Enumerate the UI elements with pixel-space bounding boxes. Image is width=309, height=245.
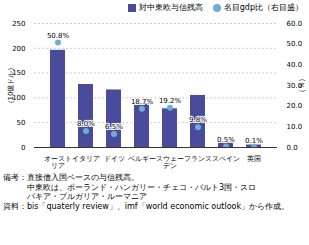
- svg-text:30.0: 30.0: [286, 81, 303, 90]
- html-text:備考：直接借入国ベースの与信残高。: 備考：直接借入国ベースの与信残高。: [3, 173, 139, 182]
- svg-text:18.7%: 18.7%: [131, 98, 154, 106]
- svg-text:50.0: 50.0: [287, 40, 303, 48]
- svg-text:6.5%: 6.5%: [105, 123, 123, 131]
- svg-text:40.0: 40.0: [287, 61, 303, 69]
- svg-text:9.8%: 9.8%: [189, 116, 207, 124]
- svg-text:フランス: フランス: [184, 155, 212, 163]
- svg-text:（％）: （％）: [298, 75, 306, 96]
- svg-text:250: 250: [12, 20, 25, 28]
- svg-text:英国: 英国: [247, 155, 261, 163]
- svg-text:スペイン: スペイン: [212, 155, 240, 163]
- svg-text:19.2%: 19.2%: [159, 97, 182, 105]
- svg-text:0.0: 0.0: [287, 144, 298, 152]
- svg-text:50.8%: 50.8%: [47, 32, 70, 40]
- svg-text:0: 0: [21, 144, 25, 152]
- html-text:名目gdp比（右目盛）: 名目gdp比（右目盛）: [223, 3, 303, 12]
- svg-text:ベルギー: ベルギー: [128, 155, 156, 163]
- svg-text:200: 200: [12, 45, 25, 53]
- svg-text:（10億ドル）: （10億ドル）: [7, 64, 15, 108]
- svg-text:イタリア: イタリア: [72, 155, 100, 163]
- svg-text:スウェーデン: スウェーデン: [156, 155, 184, 170]
- html-text:バキア・ブルガリア・ルーマニア: バキア・ブルガリア・ルーマニア: [3, 192, 147, 202]
- svg-text:0.1%: 0.1%: [245, 137, 263, 145]
- html-text:中東欧は、ポーランド・ハンガリー・チェコ・バルト3国・スロ: 中東欧は、ポーランド・ハンガリー・チェコ・バルト3国・スロ: [3, 182, 257, 192]
- svg-text:10.0: 10.0: [287, 123, 303, 131]
- svg-text:8.0%: 8.0%: [77, 120, 95, 128]
- html-text:資料：bis「quaterly review」、imf「wo: 資料：bis「quaterly review」、imf「world econom…: [3, 201, 290, 211]
- svg-text:50: 50: [17, 119, 26, 127]
- svg-text:ドイツ: ドイツ: [104, 155, 125, 163]
- svg-text:100: 100: [12, 94, 26, 103]
- svg-text:60.0: 60.0: [287, 20, 303, 28]
- svg-text:20.0: 20.0: [287, 102, 303, 110]
- svg-text:オーストリア: オーストリア: [44, 155, 72, 170]
- html-text:対中東欧与信残高: 対中東欧与信残高: [138, 3, 203, 12]
- svg-text:150: 150: [12, 69, 26, 78]
- svg-text:0.5%: 0.5%: [217, 136, 235, 144]
